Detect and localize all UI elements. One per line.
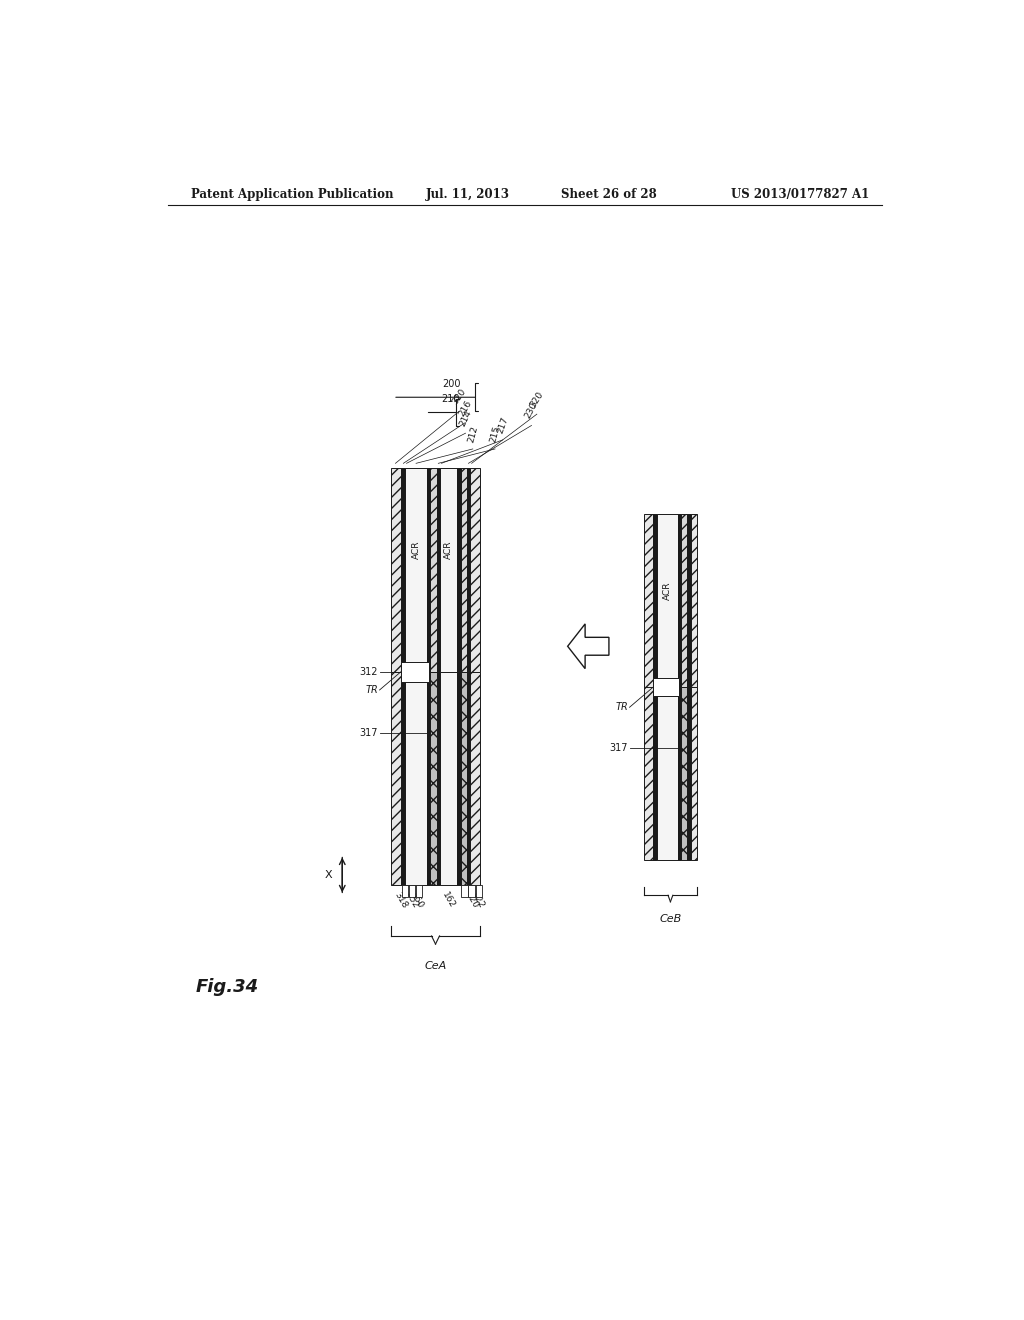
Text: 212: 212 — [466, 425, 479, 444]
Bar — [653, 515, 657, 686]
Bar — [458, 672, 461, 886]
Text: Patent Application Publication: Patent Application Publication — [191, 189, 394, 202]
Text: 318: 318 — [392, 890, 409, 909]
Text: 230: 230 — [523, 401, 540, 420]
Polygon shape — [567, 624, 609, 669]
Bar — [644, 515, 653, 686]
Bar — [681, 515, 687, 686]
Bar — [690, 686, 697, 859]
Bar — [427, 672, 430, 886]
Bar — [440, 469, 458, 672]
Text: CeB: CeB — [659, 913, 682, 924]
Bar — [401, 661, 429, 682]
Bar — [404, 672, 427, 886]
Bar — [657, 515, 678, 686]
Text: 214: 214 — [458, 409, 473, 428]
Text: TR: TR — [615, 702, 628, 713]
Text: TR: TR — [366, 685, 378, 694]
Bar — [653, 677, 679, 696]
Bar — [430, 672, 436, 886]
Text: X: X — [326, 870, 333, 880]
Text: Jul. 11, 2013: Jul. 11, 2013 — [426, 189, 510, 202]
Text: 310: 310 — [451, 387, 468, 407]
Bar — [690, 515, 697, 686]
Bar — [653, 686, 657, 859]
Bar — [687, 686, 690, 859]
Bar — [430, 469, 436, 672]
Text: 312: 312 — [359, 667, 378, 677]
Bar — [467, 672, 470, 886]
Bar — [657, 686, 678, 859]
Bar — [401, 886, 409, 898]
Bar — [461, 469, 467, 672]
Bar — [436, 469, 440, 672]
Text: 200: 200 — [442, 379, 461, 389]
Bar — [458, 469, 461, 672]
Bar — [391, 469, 401, 672]
Bar — [391, 672, 401, 886]
Bar — [470, 469, 479, 672]
Bar — [436, 672, 440, 886]
Text: 422: 422 — [470, 890, 486, 909]
Text: 420: 420 — [464, 890, 480, 909]
Bar — [401, 469, 404, 672]
Text: ACR: ACR — [664, 581, 672, 599]
Text: CeA: CeA — [424, 961, 446, 972]
Text: 317: 317 — [609, 743, 628, 752]
Text: 162: 162 — [440, 890, 457, 909]
Text: ACR: ACR — [412, 540, 421, 558]
Bar — [644, 686, 653, 859]
Bar — [687, 515, 690, 686]
Bar — [461, 672, 467, 886]
Bar — [467, 469, 470, 672]
Text: 320: 320 — [528, 389, 546, 409]
Bar — [401, 672, 404, 886]
Bar — [461, 886, 468, 898]
Bar — [470, 672, 479, 886]
Text: Fig.34: Fig.34 — [196, 978, 259, 995]
Bar — [468, 886, 475, 898]
Bar — [440, 672, 458, 886]
Text: 215: 215 — [488, 425, 502, 444]
Bar — [678, 686, 681, 859]
Text: 450: 450 — [409, 890, 425, 909]
Text: 216: 216 — [457, 399, 473, 417]
Bar — [409, 886, 416, 898]
Bar — [427, 469, 430, 672]
Text: US 2013/0177827 A1: US 2013/0177827 A1 — [731, 189, 869, 202]
Text: 210: 210 — [441, 395, 460, 404]
Bar — [681, 686, 687, 859]
Bar — [475, 886, 482, 898]
Bar — [678, 515, 681, 686]
Text: Sheet 26 of 28: Sheet 26 of 28 — [560, 189, 656, 202]
Text: 452: 452 — [403, 890, 420, 909]
Text: ACR: ACR — [444, 540, 453, 558]
Bar — [404, 469, 427, 672]
Text: 317: 317 — [359, 727, 378, 738]
Text: 217: 217 — [496, 416, 510, 434]
Bar — [416, 886, 423, 898]
